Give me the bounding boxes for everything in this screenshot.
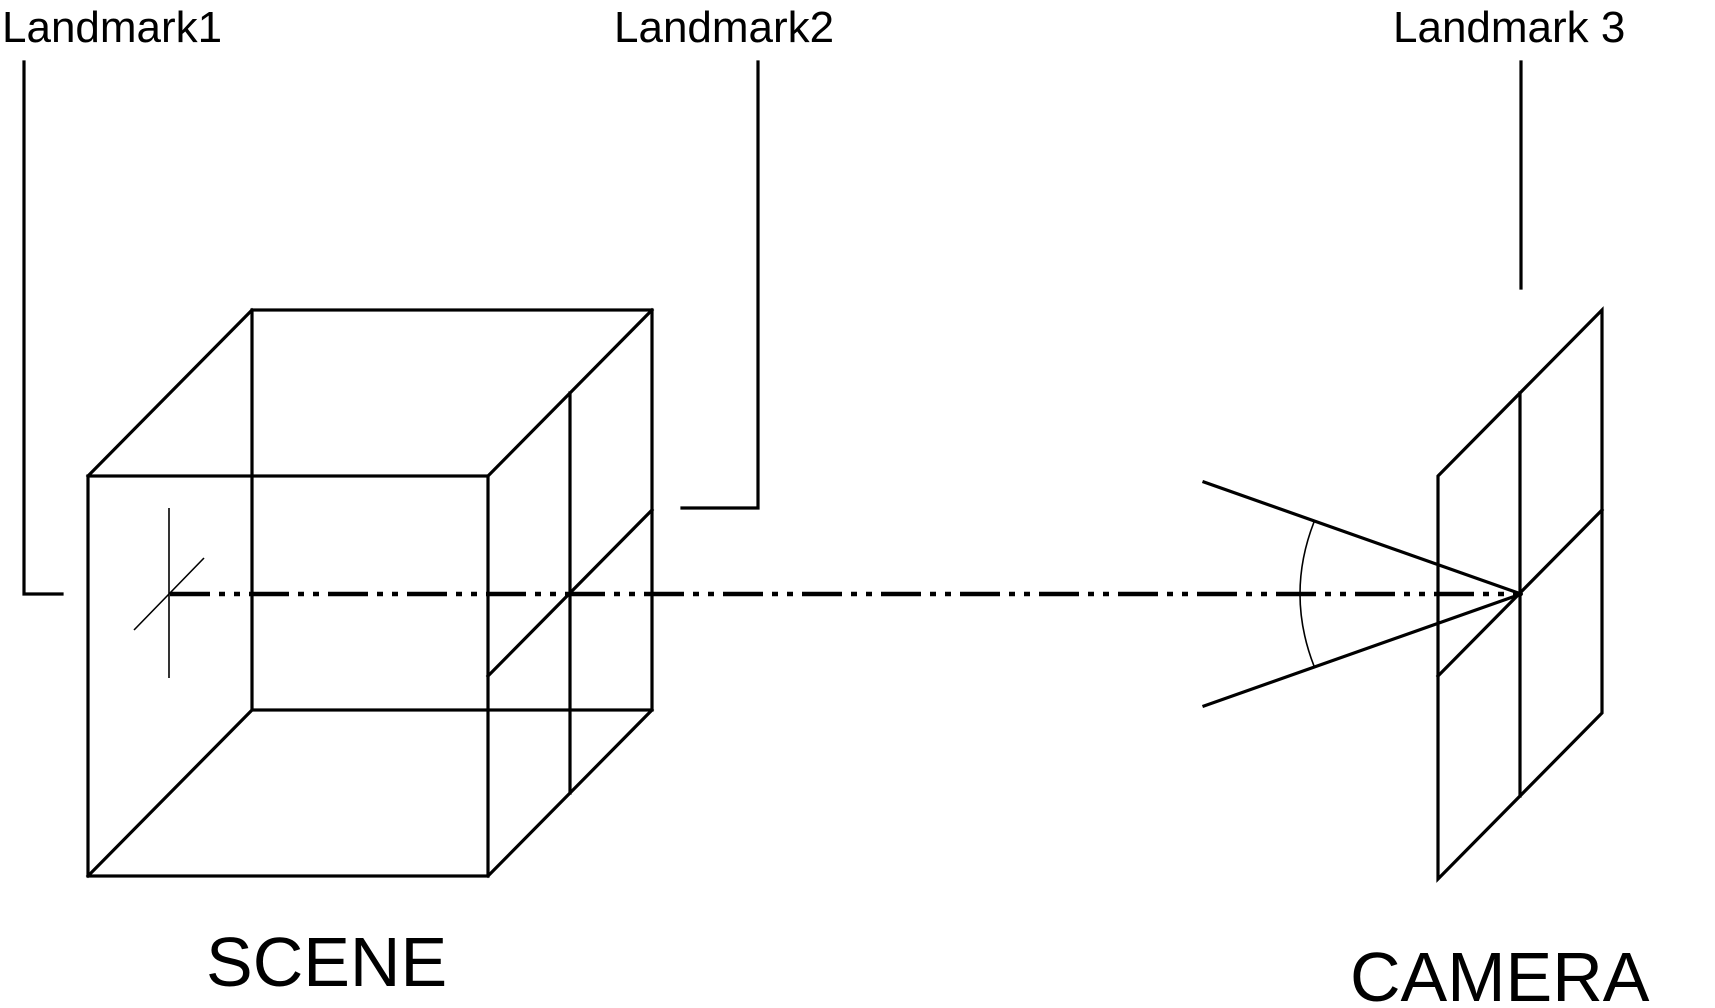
landmark1-label: Landmark1 [2, 3, 222, 52]
field-of-view-upper-ray [1201, 479, 1524, 597]
field-of-view-lower-ray [1201, 591, 1524, 709]
field-of-view-angle-arc [1299, 521, 1315, 667]
image-plane-diagonal-divider [1435, 507, 1605, 679]
cube-edge-bottom-left [85, 707, 255, 879]
landmark3-label: Landmark 3 [1393, 3, 1625, 52]
landmark2-label: Landmark2 [614, 3, 834, 52]
cube-edge-top-left [85, 307, 255, 479]
landmark1-leader-line [22, 60, 64, 596]
landmark1-marker-diagonal [133, 557, 205, 631]
scene-cube [85, 307, 655, 879]
landmark2-leader-line [680, 60, 760, 510]
image-plane-outline [1436, 306, 1604, 883]
scene-label: SCENE [206, 923, 447, 1001]
camera-image-plane [1435, 306, 1605, 883]
camera-label: CAMERA [1350, 938, 1650, 1008]
